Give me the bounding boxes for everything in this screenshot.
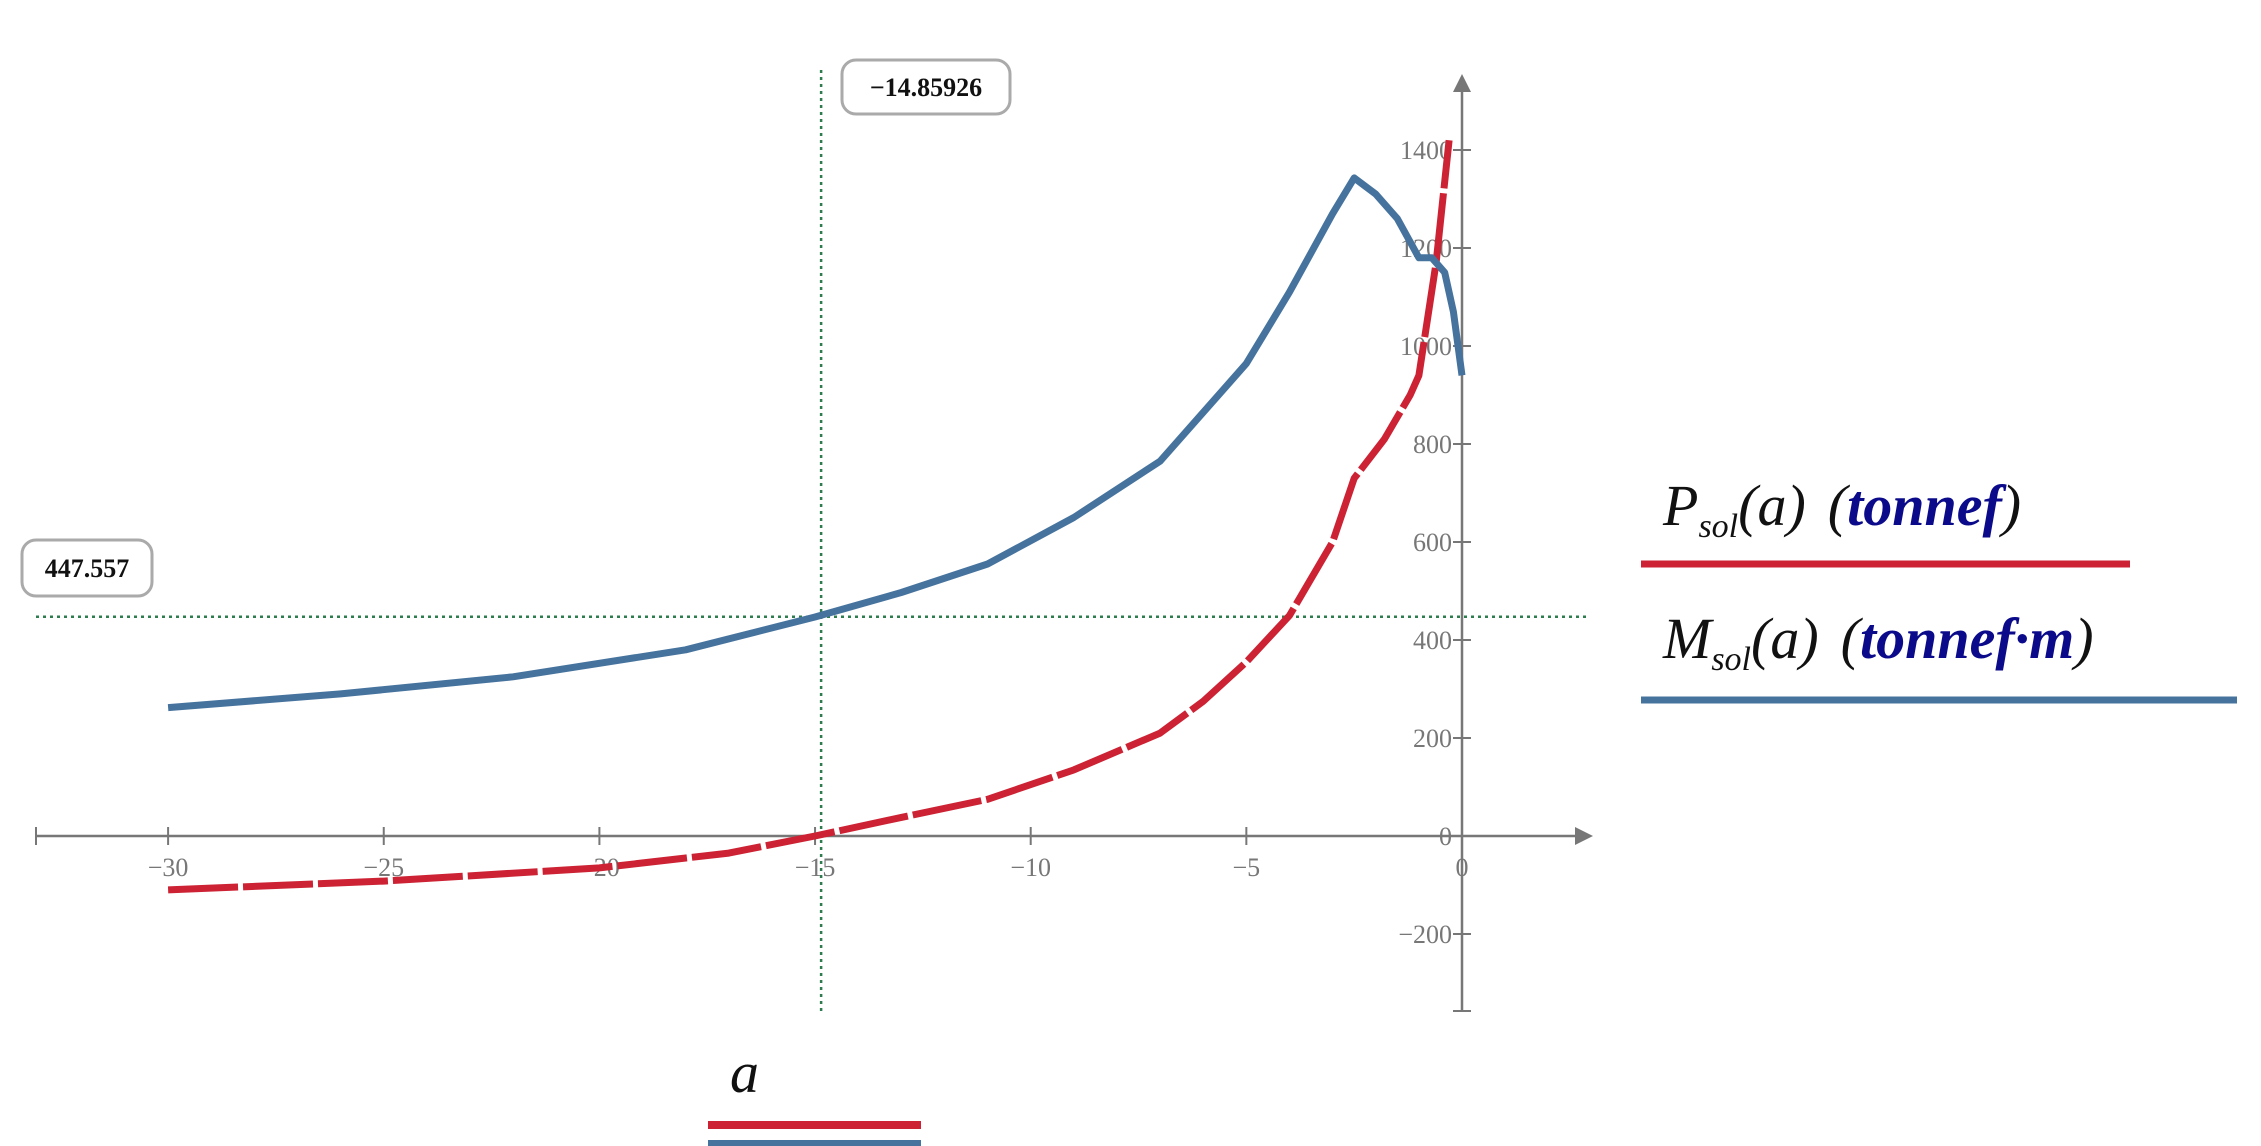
legend-p-sol: Psol(a) (tonnef) bbox=[1641, 473, 2130, 568]
series-line-p-sol bbox=[167, 139, 1453, 894]
y-tick-label: −200 bbox=[1398, 920, 1452, 949]
y-tick-label: 800 bbox=[1413, 430, 1452, 459]
x-tick-label: −10 bbox=[1010, 853, 1051, 882]
x-axis-label: a bbox=[730, 1040, 759, 1105]
legend-m-sol: Msol(a) (tonnef·m) bbox=[1641, 606, 2237, 704]
x-tick-label: 0 bbox=[1456, 853, 1469, 882]
x-axis-label-group: a bbox=[708, 1040, 921, 1146]
y-tick-label: 1400 bbox=[1400, 136, 1452, 165]
legend-m-main: M bbox=[1662, 606, 1714, 671]
x-crosshair-value: −14.85926 bbox=[870, 73, 982, 102]
series bbox=[167, 139, 1466, 894]
y-crosshair-value: 447.557 bbox=[45, 554, 130, 583]
x-tick-label: −5 bbox=[1233, 853, 1261, 882]
y-tick-label: 400 bbox=[1413, 626, 1452, 655]
y-tick-label: 0 bbox=[1439, 822, 1452, 851]
series-line-m-sol bbox=[167, 174, 1466, 712]
x-tick-label: −30 bbox=[148, 853, 189, 882]
y-tick-label: 600 bbox=[1413, 528, 1452, 557]
y-crosshair-readout[interactable]: 447.557 bbox=[20, 538, 154, 598]
x-crosshair-readout[interactable]: −14.85926 bbox=[840, 58, 1012, 116]
x-tick-label: −15 bbox=[795, 853, 836, 882]
y-tick-label: 200 bbox=[1413, 724, 1452, 753]
legend-p-main: P bbox=[1662, 473, 1698, 538]
x-axis-arrow bbox=[1575, 827, 1593, 845]
svg-text:Psol(a)(tonnef): Psol(a) (tonnef) bbox=[1662, 473, 2021, 545]
y-axis-arrow bbox=[1453, 74, 1471, 92]
svg-text:Msol(a)(tonnef·m): Msol(a) (tonnef·m) bbox=[1662, 606, 2094, 678]
ticks: −30 −25 −20 −15 −10 −5 0−200020040060080010001… bbox=[148, 136, 1471, 949]
